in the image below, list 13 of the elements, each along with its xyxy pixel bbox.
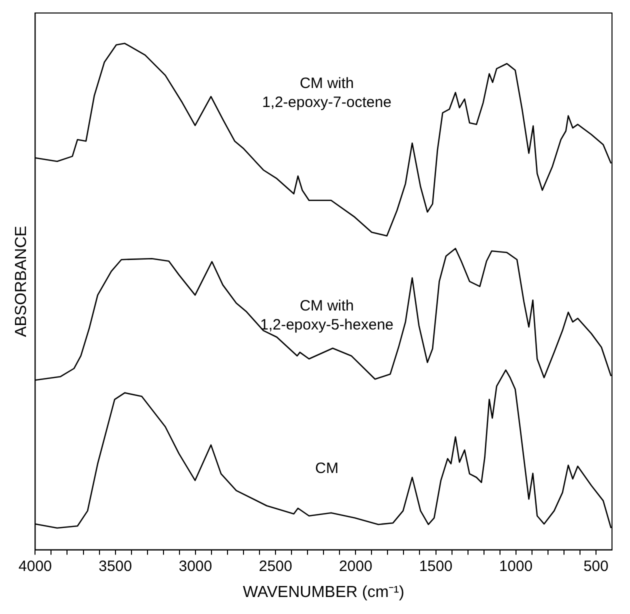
x-tick-label: 500 [583,558,608,575]
x-tick-label: 3500 [98,558,132,575]
x-tick-label: 1500 [419,558,452,575]
text: CM with 1,2-epoxy-7-octene [262,74,392,111]
x-axis-title: WAVENUMBER (cm⁻¹) [242,584,404,601]
x-tick-label: 3000 [178,558,212,575]
x-tick-label: 2500 [258,558,292,575]
x-tick-label: 1000 [499,558,533,575]
x-tick-label: 2000 [338,558,372,575]
y-axis-title: ABSORBANCE [13,226,30,337]
text: CM [315,460,338,478]
series-label: CM with 1,2-epoxy-5-hexene [260,297,394,334]
x-tick-label: 4000 [18,558,52,575]
